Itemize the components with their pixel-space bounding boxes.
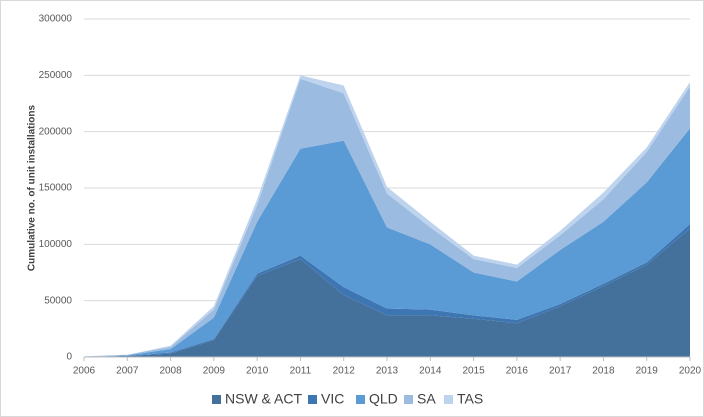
- x-tick-label: 2020: [679, 366, 702, 377]
- y-tick-label: 250000: [39, 70, 73, 81]
- y-axis-label: Cumulative no. of unit installations: [27, 105, 38, 272]
- y-tick-label: 300000: [39, 14, 73, 25]
- x-tick-label: 2009: [203, 366, 226, 377]
- x-tick-label: 2008: [159, 366, 182, 377]
- area: [84, 78, 690, 358]
- area: [84, 228, 690, 357]
- x-tick-label: 2006: [73, 366, 96, 377]
- legend-label: NSW & ACT: [225, 391, 302, 407]
- legend-swatch: [404, 395, 413, 404]
- y-tick-label: 100000: [39, 239, 73, 250]
- legend-label: VIC: [321, 391, 344, 407]
- legend-label: TAS: [457, 391, 483, 407]
- legend-swatch: [444, 395, 453, 404]
- legend-label: SA: [417, 391, 436, 407]
- x-tick-label: 2007: [116, 366, 139, 377]
- y-tick-label: 200000: [39, 126, 73, 137]
- legend-swatch: [212, 395, 221, 404]
- legend-swatch: [308, 395, 317, 404]
- area: [84, 128, 690, 357]
- x-tick-label: 2013: [376, 366, 399, 377]
- y-tick-label: 0: [66, 352, 72, 363]
- x-tick-label: 2011: [290, 366, 312, 377]
- legend-label: QLD: [369, 391, 398, 407]
- x-tick-label: 2015: [462, 366, 485, 377]
- x-tick-label: 2012: [333, 366, 356, 377]
- x-tick-label: 2018: [592, 366, 615, 377]
- x-tick-label: 2014: [419, 366, 442, 377]
- y-tick-label: 50000: [44, 295, 72, 306]
- y-tick-label: 150000: [39, 183, 73, 194]
- x-tick-label: 2010: [246, 366, 269, 377]
- x-tick-label: 2019: [636, 366, 659, 377]
- x-tick-label: 2017: [549, 366, 572, 377]
- legend-swatch: [356, 395, 365, 404]
- x-tick-label: 2016: [506, 366, 529, 377]
